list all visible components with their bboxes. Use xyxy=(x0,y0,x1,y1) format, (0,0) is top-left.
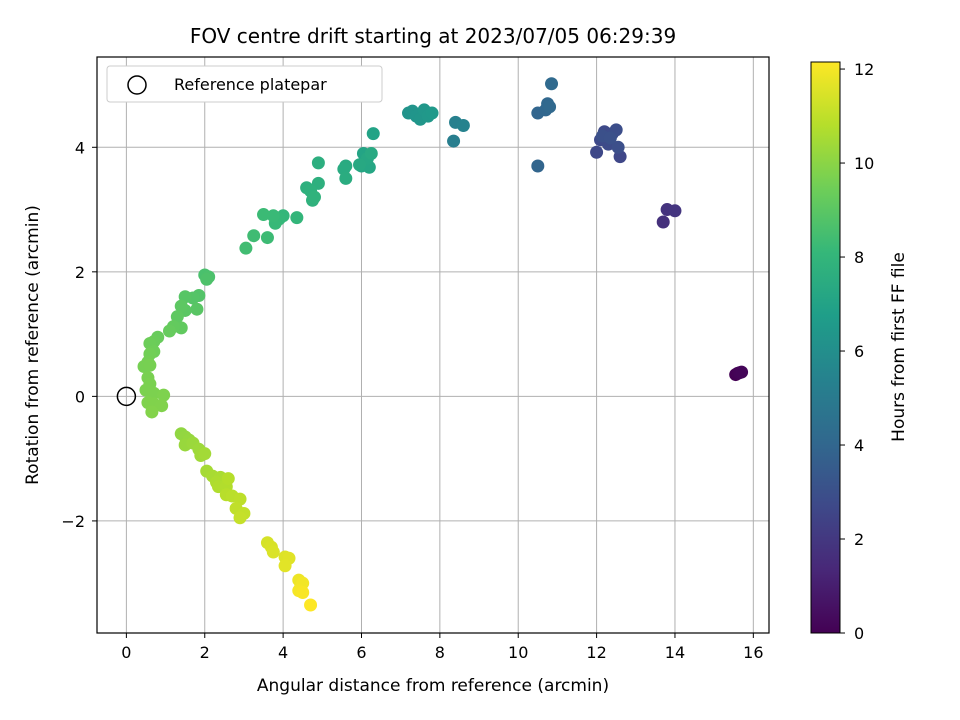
plot-area: 0 2 4 6 8 10 12 14 16 −2 0 2 4 xyxy=(61,56,770,662)
data-point xyxy=(190,302,204,316)
data-point xyxy=(545,77,559,91)
y-axis-label: Rotation from reference (arcmin) xyxy=(23,205,43,485)
data-point xyxy=(260,231,274,245)
data-point xyxy=(221,472,235,486)
y-tick-label: 2 xyxy=(75,263,85,282)
data-point xyxy=(170,310,184,324)
data-point xyxy=(339,171,353,185)
x-axis-ticks: 0 2 4 6 8 10 12 14 16 xyxy=(121,633,764,662)
plot-frame xyxy=(96,56,770,634)
x-tick-label: 10 xyxy=(508,643,528,662)
data-point xyxy=(155,399,169,413)
data-point xyxy=(668,204,682,218)
x-tick-label: 14 xyxy=(665,643,685,662)
data-point xyxy=(143,358,157,372)
x-tick-label: 12 xyxy=(586,643,606,662)
data-point xyxy=(543,100,557,114)
colorbar-tick-label: 8 xyxy=(854,248,864,267)
data-point xyxy=(200,272,214,286)
chart-title: FOV centre drift starting at 2023/07/05 … xyxy=(190,24,676,48)
data-point xyxy=(174,299,188,313)
colorbar-tick-label: 6 xyxy=(854,342,864,361)
data-point xyxy=(145,405,159,419)
y-axis-ticks: −2 0 2 4 xyxy=(61,138,97,531)
data-point xyxy=(147,386,161,400)
data-point xyxy=(247,229,261,243)
data-point xyxy=(590,145,604,159)
x-tick-label: 16 xyxy=(743,643,763,662)
legend-box xyxy=(106,65,383,103)
data-point xyxy=(307,190,321,204)
data-point xyxy=(447,134,461,148)
colorbar-label: Hours from first FF file xyxy=(889,252,909,442)
data-point xyxy=(278,559,292,573)
colorbar-gradient xyxy=(810,61,841,634)
colorbar: 0 2 4 6 8 10 12 Hours from first FF file xyxy=(810,60,909,643)
legend-entry-reference: Reference platepar xyxy=(174,75,327,94)
data-point xyxy=(353,158,367,172)
x-tick-label: 2 xyxy=(200,643,210,662)
data-point xyxy=(296,586,310,600)
data-point xyxy=(364,147,378,161)
colorbar-tick-label: 10 xyxy=(854,154,874,173)
data-point xyxy=(157,388,171,402)
data-point xyxy=(257,208,271,222)
data-point xyxy=(603,131,617,145)
x-tick-label: 0 xyxy=(121,643,131,662)
data-point xyxy=(266,545,280,559)
colorbar-tick-label: 2 xyxy=(854,530,864,549)
data-point xyxy=(456,118,470,132)
legend-reference-marker xyxy=(127,75,147,95)
data-point xyxy=(735,365,749,379)
colorbar-tick-label: 12 xyxy=(854,60,874,79)
x-tick-label: 8 xyxy=(435,643,445,662)
y-tick-label: 4 xyxy=(75,138,85,157)
data-point xyxy=(198,447,212,461)
data-point xyxy=(611,140,625,154)
y-tick-label: −2 xyxy=(61,512,85,531)
y-tick-label: 0 xyxy=(75,387,85,406)
colorbar-ticks: 0 2 4 6 8 10 12 xyxy=(840,60,874,643)
data-point xyxy=(266,209,280,223)
data-point xyxy=(656,215,670,229)
legend: Reference platepar xyxy=(106,65,383,103)
data-point xyxy=(239,241,253,255)
x-tick-label: 4 xyxy=(278,643,288,662)
data-point xyxy=(290,211,304,225)
x-axis-label: Angular distance from reference (arcmin) xyxy=(257,676,609,696)
grid xyxy=(97,57,769,633)
data-point xyxy=(162,324,176,338)
colorbar-tick-label: 0 xyxy=(854,624,864,643)
data-point xyxy=(531,159,545,173)
data-point xyxy=(233,511,247,525)
data-point xyxy=(366,127,380,141)
data-point xyxy=(311,156,325,170)
data-points xyxy=(137,77,749,612)
colorbar-tick-label: 4 xyxy=(854,436,864,455)
data-point xyxy=(425,106,439,120)
x-tick-label: 6 xyxy=(356,643,366,662)
reference-platepar-marker xyxy=(116,386,137,407)
data-point xyxy=(304,598,318,612)
